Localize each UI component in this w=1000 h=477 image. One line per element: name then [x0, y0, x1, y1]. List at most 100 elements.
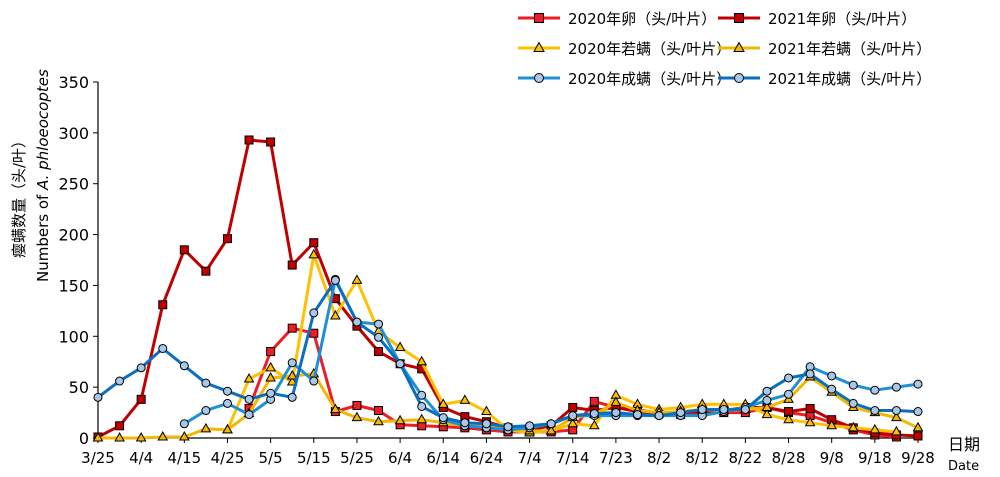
data-point-square	[222, 234, 232, 244]
data-point-triangle	[308, 248, 320, 259]
data-point-circle	[762, 395, 772, 405]
data-point-triangle	[157, 430, 169, 441]
data-point-circle	[568, 411, 578, 421]
data-point-circle	[438, 413, 448, 423]
data-point-triangle	[351, 411, 363, 422]
legend-item: 2021年卵（头/叶片）	[718, 10, 916, 28]
series-group	[93, 275, 923, 432]
data-point-circle	[136, 363, 146, 373]
axis-labels: 日期 Date 瘿螨数量（头/叶） Numbers of A. phloeoco…	[10, 69, 980, 474]
data-point-circle	[654, 411, 664, 421]
data-point-circle	[870, 406, 880, 416]
data-point-square	[374, 406, 384, 416]
data-point-circle	[330, 275, 340, 285]
data-point-triangle	[761, 401, 773, 411]
data-point-triangle	[847, 421, 859, 432]
legend-item: 2021年若螨（头/叶片）	[718, 40, 931, 58]
data-point-circle	[891, 382, 901, 392]
data-point-circle	[266, 388, 276, 398]
y-tick-label: 50	[69, 378, 89, 397]
y-tick-label: 300	[58, 124, 89, 143]
data-point-triangle	[826, 419, 838, 430]
data-point-square	[266, 137, 276, 147]
data-point-square	[352, 400, 362, 410]
data-point-triangle	[330, 309, 341, 320]
data-point-circle	[827, 384, 837, 394]
y-tick-label: 350	[58, 73, 89, 92]
data-point-circle	[525, 421, 535, 431]
data-point-circle	[115, 376, 125, 386]
data-point-triangle	[394, 341, 406, 351]
data-point-circle	[719, 405, 729, 415]
data-point-circle	[891, 406, 901, 416]
data-point-triangle	[265, 371, 276, 382]
x-axis-label-zh: 日期	[948, 435, 980, 454]
data-point-triangle	[481, 405, 492, 416]
data-point-circle	[309, 308, 319, 318]
data-point-triangle	[533, 41, 545, 52]
data-point-triangle	[265, 361, 276, 372]
data-point-triangle	[351, 274, 363, 284]
data-point-triangle	[804, 416, 816, 427]
y-tick-label: 0	[79, 429, 89, 448]
data-point-circle	[784, 389, 794, 399]
data-point-circle	[222, 386, 232, 396]
data-point-circle	[417, 401, 427, 411]
data-point-triangle	[733, 41, 745, 52]
data-point-circle	[201, 378, 211, 388]
data-point-circle	[287, 392, 297, 402]
legend-label: 2020年成螨（头/叶片）	[568, 70, 731, 88]
data-point-triangle	[330, 403, 341, 414]
y-axis-label-en-prefix: Numbers of	[34, 190, 52, 282]
data-point-circle	[740, 405, 750, 415]
data-point-circle	[827, 371, 837, 381]
y-tick-label: 200	[58, 226, 89, 245]
legend-item: 2020年成螨（头/叶片）	[518, 70, 731, 88]
data-point-circle	[179, 361, 189, 371]
data-point-circle	[546, 419, 556, 429]
data-point-circle	[395, 359, 405, 369]
data-point-triangle	[437, 398, 449, 408]
x-tick-label: 5/25	[340, 449, 374, 467]
x-tick-label: 8/22	[729, 449, 763, 467]
x-tick-label: 8/28	[772, 449, 806, 467]
x-tick-label: 3/25	[81, 449, 115, 467]
data-point-circle	[374, 332, 384, 342]
data-point-square	[734, 13, 744, 23]
data-point-circle	[244, 410, 254, 420]
data-point-circle	[374, 319, 384, 329]
data-point-square	[534, 13, 544, 23]
y-axis-label-en-species: A. phloeocoptes	[34, 69, 52, 191]
data-point-square	[244, 135, 254, 145]
data-point-circle	[697, 405, 707, 415]
data-point-square	[309, 238, 319, 248]
data-point-triangle	[92, 431, 104, 442]
data-point-square	[115, 421, 125, 431]
x-tick-label: 6/4	[388, 449, 412, 467]
y-tick-label: 250	[58, 175, 89, 194]
legend-label: 2020年卵（头/叶片）	[568, 10, 716, 28]
data-point-triangle	[610, 396, 622, 406]
legend-item: 2020年卵（头/叶片）	[518, 10, 716, 28]
data-point-square	[201, 266, 211, 276]
data-point-triangle	[394, 414, 406, 425]
data-point-circle	[158, 343, 168, 353]
data-point-circle	[93, 392, 103, 402]
data-point-triangle	[459, 394, 471, 404]
data-point-square	[309, 328, 319, 338]
data-point-triangle	[135, 431, 147, 442]
x-tick-label: 6/24	[470, 449, 504, 467]
data-point-circle	[734, 73, 744, 83]
data-point-circle	[287, 358, 297, 368]
x-tick-label: 9/8	[820, 449, 844, 467]
data-point-circle	[244, 394, 254, 404]
data-point-triangle	[286, 369, 298, 380]
data-point-triangle	[373, 415, 384, 426]
data-point-circle	[676, 408, 686, 418]
x-tick-label: 5/5	[259, 449, 283, 467]
data-point-circle	[179, 419, 189, 429]
series-group	[93, 135, 923, 442]
data-point-circle	[201, 406, 211, 416]
x-tick-label: 4/15	[167, 449, 201, 467]
